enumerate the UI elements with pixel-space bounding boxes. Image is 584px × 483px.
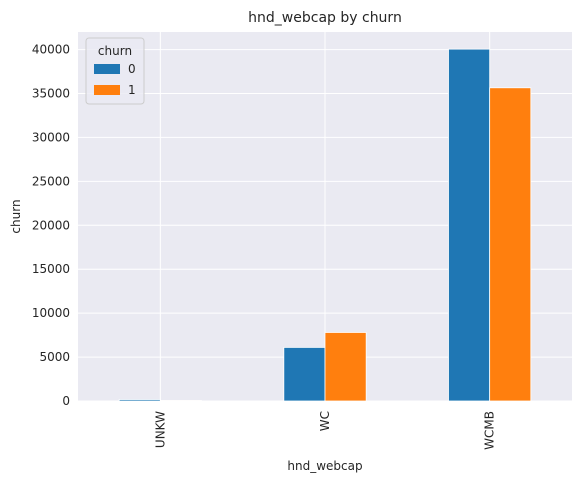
bar-UNKW-series-0 [118, 399, 161, 402]
x-axis-label: hnd_webcap [287, 459, 362, 473]
legend: churn 01 [85, 37, 145, 105]
legend-label: 0 [128, 62, 136, 76]
y-tick-label: 15000 [32, 262, 70, 276]
legend-title: churn [98, 44, 132, 58]
legend-items: 01 [94, 62, 136, 97]
y-axis-label: churn [9, 199, 23, 233]
y-tick-label: 20000 [32, 218, 70, 232]
y-tick-label: 40000 [32, 43, 70, 57]
y-tick-label: 5000 [39, 350, 70, 364]
bar-WC-series-0 [283, 347, 326, 402]
x-tick-labels: UNKW WC WCMB [153, 411, 496, 450]
y-tick-label: 35000 [32, 87, 70, 101]
x-tick-label: WCMB [483, 411, 497, 450]
bar-WCMB-series-0 [448, 48, 491, 402]
legend-swatch [94, 85, 120, 95]
bar-WCMB-series-1 [489, 87, 532, 402]
legend-label: 1 [128, 83, 136, 97]
x-tick-label: WC [318, 411, 332, 431]
y-tick-label: 25000 [32, 174, 70, 188]
chart-title: hnd_webcap by churn [248, 10, 402, 26]
bar-WC-series-1 [324, 332, 367, 402]
y-tick-labels: 0 5000 10000 15000 20000 25000 30000 35000 40000 [32, 43, 70, 408]
x-tick-label: UNKW [153, 411, 167, 448]
bar-UNKW-series-1 [159, 400, 202, 402]
y-tick-label: 10000 [32, 306, 70, 320]
y-tick-label: 0 [62, 394, 70, 408]
y-tick-label: 30000 [32, 130, 70, 144]
legend-swatch [94, 64, 120, 74]
bars [118, 48, 532, 402]
